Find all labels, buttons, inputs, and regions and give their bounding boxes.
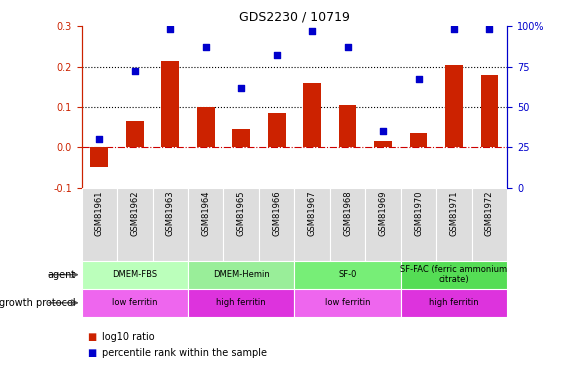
Bar <box>82 188 117 261</box>
Bar <box>339 105 356 147</box>
Point <box>94 136 104 142</box>
Point <box>237 84 246 90</box>
Bar <box>126 121 143 147</box>
Bar <box>410 133 427 147</box>
Point <box>201 44 210 50</box>
Text: log10 ratio: log10 ratio <box>102 332 154 342</box>
Text: ■: ■ <box>87 348 97 358</box>
Bar <box>472 188 507 261</box>
Bar <box>268 113 286 147</box>
Text: GSM81967: GSM81967 <box>308 190 317 236</box>
Text: percentile rank within the sample: percentile rank within the sample <box>102 348 267 358</box>
Text: high ferritin: high ferritin <box>216 298 266 307</box>
Point <box>485 27 494 33</box>
Bar <box>303 83 321 147</box>
Bar <box>259 188 294 261</box>
Text: GSM81971: GSM81971 <box>449 190 458 236</box>
Point <box>378 128 388 134</box>
Text: low ferritin: low ferritin <box>325 298 370 307</box>
Point <box>130 68 139 74</box>
Bar <box>188 261 294 289</box>
Bar <box>294 188 330 261</box>
Bar <box>197 107 215 147</box>
Bar <box>436 188 472 261</box>
Point <box>166 27 175 33</box>
Text: GSM81966: GSM81966 <box>272 190 281 236</box>
Bar <box>445 64 463 147</box>
Text: growth protocol: growth protocol <box>0 298 76 308</box>
Text: high ferritin: high ferritin <box>429 298 479 307</box>
Bar <box>233 129 250 147</box>
Text: DMEM-Hemin: DMEM-Hemin <box>213 270 269 279</box>
Text: GSM81962: GSM81962 <box>131 190 139 236</box>
Bar <box>188 188 223 261</box>
Text: SF-0: SF-0 <box>338 270 357 279</box>
Bar <box>366 188 401 261</box>
Bar <box>223 188 259 261</box>
Text: GSM81969: GSM81969 <box>378 190 388 236</box>
Bar <box>82 261 188 289</box>
Bar <box>90 147 108 167</box>
Point <box>414 76 423 82</box>
Bar <box>401 261 507 289</box>
Text: GSM81970: GSM81970 <box>414 190 423 236</box>
Bar <box>294 261 401 289</box>
Text: GSM81963: GSM81963 <box>166 190 175 236</box>
Text: ■: ■ <box>87 332 97 342</box>
Text: GSM81964: GSM81964 <box>201 190 210 236</box>
Bar <box>401 289 507 317</box>
Point <box>343 44 352 50</box>
Text: DMEM-FBS: DMEM-FBS <box>113 270 157 279</box>
Point <box>272 52 282 58</box>
Text: low ferritin: low ferritin <box>112 298 157 307</box>
Bar <box>294 289 401 317</box>
Text: GSM81968: GSM81968 <box>343 190 352 236</box>
Text: agent: agent <box>48 270 76 280</box>
Bar <box>401 188 436 261</box>
Text: SF-FAC (ferric ammonium
citrate): SF-FAC (ferric ammonium citrate) <box>401 265 508 284</box>
Point <box>449 27 459 33</box>
Bar <box>161 60 179 147</box>
Bar <box>374 141 392 147</box>
Bar <box>117 188 153 261</box>
Bar <box>153 188 188 261</box>
Text: GSM81961: GSM81961 <box>95 190 104 236</box>
Text: GSM81972: GSM81972 <box>485 190 494 236</box>
Bar <box>188 289 294 317</box>
Bar <box>330 188 366 261</box>
Bar <box>480 75 498 147</box>
Point <box>307 28 317 34</box>
Text: GSM81965: GSM81965 <box>237 190 245 236</box>
Title: GDS2230 / 10719: GDS2230 / 10719 <box>239 11 350 24</box>
Bar <box>82 289 188 317</box>
